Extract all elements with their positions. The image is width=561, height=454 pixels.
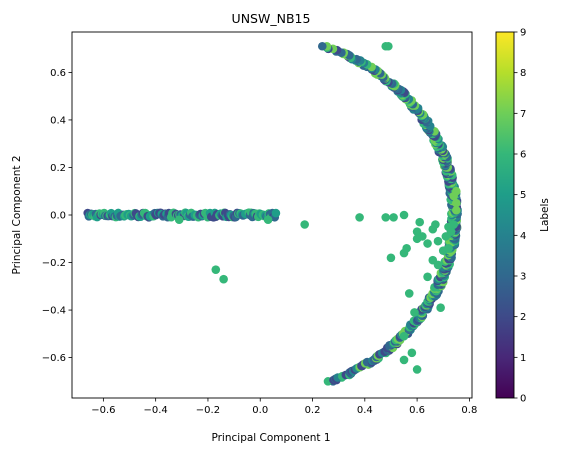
x-tick-label-3: 0.0: [252, 405, 268, 416]
y-tick-label-6: 0.6: [50, 68, 66, 79]
scatter-point-2: [219, 274, 228, 284]
scatter-point-36: [446, 227, 456, 236]
scatter-point-29: [433, 236, 443, 246]
cluster-arc: [317, 41, 462, 386]
scatter-point-14: [399, 331, 409, 341]
y-axis: −0.6 −0.4 −0.2 0.0 0.2 0.4 0.6: [42, 68, 72, 364]
colorbar-tick-label-9: 9: [520, 28, 526, 39]
scatter-point-28: [431, 220, 440, 229]
scatter-point-9: [386, 253, 396, 263]
x-axis-title: Principal Component 1: [211, 432, 330, 444]
scatter-point-21: [412, 365, 422, 374]
colorbar-tick-label-7: 7: [520, 109, 526, 120]
scatter-point-10: [389, 213, 398, 222]
scatter-point-7: [384, 41, 393, 51]
colorbar-tick-label-5: 5: [520, 190, 526, 201]
x-tick-label-4: 0.2: [305, 405, 321, 416]
scatter-point-3: [263, 215, 273, 225]
x-axis: −0.6 −0.4 −0.2 0.0 0.2 0.4 0.6 0.8: [91, 398, 477, 416]
scatter-point-11: [399, 210, 409, 220]
scatter-point-4: [300, 220, 309, 229]
colorbar-axis: 0 1 2 3 4 5 6 7 8 9: [514, 28, 526, 405]
scatter-point-38: [452, 205, 461, 215]
scatter-point-15: [399, 355, 409, 365]
scatter-point-17: [407, 348, 417, 358]
x-tick-label-0: −0.6: [91, 405, 115, 416]
scatter-point-13: [402, 243, 411, 253]
y-tick-label-2: −0.2: [42, 258, 66, 269]
scatter-point-22: [415, 217, 425, 227]
arc-point-682: [317, 41, 327, 51]
scatter-point-39: [452, 198, 461, 208]
y-axis-title: Principal Component 2: [11, 155, 23, 274]
y-tick-label-4: 0.2: [50, 163, 66, 174]
y-tick-label-5: 0.4: [50, 115, 66, 126]
scatter-point-24: [423, 272, 432, 282]
x-tick-label-7: 0.8: [461, 405, 477, 416]
colorbar-tick-label-8: 8: [520, 68, 526, 79]
colorbar-tick-label-4: 4: [520, 231, 526, 242]
scatter-point-31: [436, 303, 445, 312]
scatter-point-0: [174, 215, 184, 225]
scatter-point-23: [418, 232, 427, 241]
scatter-point-30: [433, 260, 443, 270]
x-tick-label-5: 0.4: [357, 405, 373, 416]
colorbar-tick-label-1: 1: [520, 353, 526, 364]
colorbar-tick-label-3: 3: [520, 272, 526, 283]
x-tick-label-2: −0.2: [196, 405, 220, 416]
x-tick-label-6: 0.6: [409, 405, 425, 416]
colorbar-title: Labels: [539, 198, 551, 232]
scatter-point-41: [449, 191, 459, 201]
scatter-point-35: [444, 243, 453, 253]
scatter-point-5: [355, 213, 364, 222]
scatter-point-16: [404, 289, 414, 298]
band-point-160: [271, 208, 281, 218]
colorbar-tick-label-0: 0: [520, 394, 526, 405]
scatter-point-25: [423, 239, 432, 248]
colorbar-tick-label-6: 6: [520, 150, 526, 161]
colorbar-tick-label-2: 2: [520, 312, 526, 323]
scatter-point-8: [381, 213, 391, 222]
x-tick-label-1: −0.4: [144, 405, 168, 416]
scatter-point-37: [449, 220, 459, 229]
scatter-points: [174, 41, 461, 374]
chart-title: UNSW_NB15: [232, 11, 311, 26]
scatter-point-1: [211, 265, 221, 274]
colorbar: [495, 31, 515, 399]
y-tick-label-1: −0.4: [42, 306, 66, 317]
y-tick-label-0: −0.6: [42, 353, 66, 364]
y-tick-label-3: 0.0: [50, 211, 66, 222]
scatter-point-18: [410, 308, 419, 317]
